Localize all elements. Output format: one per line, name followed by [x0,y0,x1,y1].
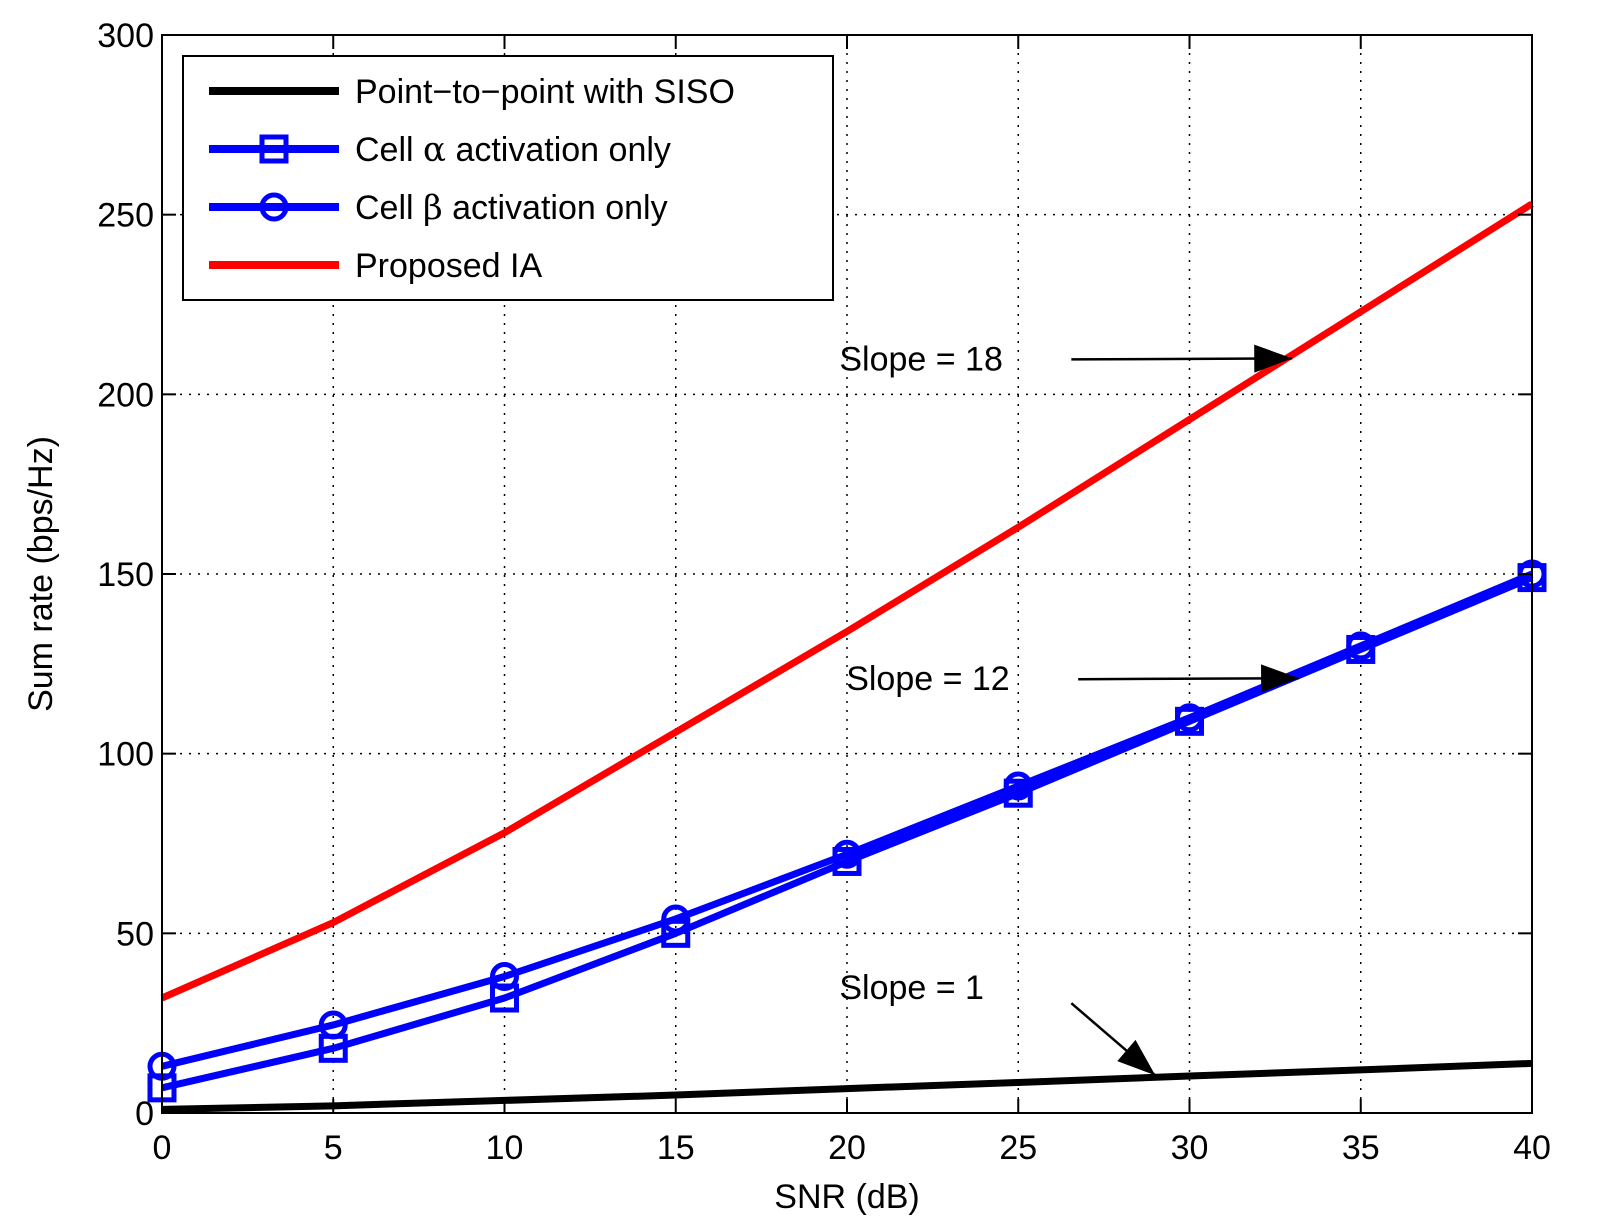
series-point-marker [1346,631,1376,661]
y-tick-label: 200 [97,376,154,414]
legend: Point−to−point with SISO Cell α activatio… [182,55,834,301]
series-0 [161,1059,1533,1113]
slope-annotation-label: Slope = 18 [839,340,1003,378]
legend-label-prefix: Cell [355,131,423,169]
x-tick-label: 35 [1342,1129,1380,1167]
legend-entry-2: Cell β activation only [209,188,668,228]
annotation-arrow-head [1117,1039,1156,1076]
y-tick-label: 0 [135,1095,154,1133]
series-point-marker [1003,771,1033,801]
axis-ticks: 0 5 10 15 20 25 30 35 40 0 50 100 150 200 250 300 [97,17,1551,1167]
y-tick-label: 250 [97,197,154,235]
legend-swatch-marker [259,192,289,222]
x-tick-label: 0 [153,1129,172,1167]
legend-box [182,55,834,301]
slope-annotation-label: Slope = 1 [839,969,984,1007]
y-tick-label: 300 [97,17,154,55]
legend-label-symbol: β [423,188,443,228]
x-tick-label: 25 [999,1129,1037,1167]
y-tick-label: 150 [97,556,154,594]
legend-label-symbol: α [423,130,446,170]
series-line [161,570,1534,1070]
series-point-marker [490,961,519,991]
series-point-marker [318,1010,348,1040]
y-tick-label: 50 [116,915,154,953]
y-tick-label: 100 [97,736,154,774]
series-lines [147,200,1547,1113]
annotation-arrow-head [1254,344,1293,373]
y-axis-label: Sum rate (bps/Hz) [22,436,60,712]
series-3 [160,200,1534,1002]
x-tick-label: 30 [1171,1129,1209,1167]
legend-entry-0: Point−to−point with SISO [209,73,735,111]
legend-label-prefix: Cell [355,189,423,227]
x-axis-label: SNR (dB) [774,1178,919,1216]
series-point-marker [832,839,862,869]
legend-label: Point−to−point with SISO [355,73,735,111]
series-point-marker [1175,703,1204,733]
legend-label: Cell β activation only [355,188,668,228]
series-line [161,574,1534,1092]
legend-entry-1: Cell α activation only [209,130,671,170]
x-tick-label: 10 [486,1129,524,1167]
series-point-marker [661,904,691,934]
x-tick-label: 5 [324,1129,343,1167]
legend-entry-3: Proposed IA [209,247,542,285]
series-line [160,200,1534,1002]
legend-label-suffix: activation only [446,131,671,169]
slope-annotations: Slope = 18 Slope = 12 Slope = 1 [839,340,1300,1077]
legend-swatch-marker [259,134,289,164]
legend-label: Cell α activation only [355,130,671,170]
slope-annotation-label: Slope = 12 [846,660,1010,698]
legend-label: Proposed IA [355,247,542,285]
grid-lines [162,35,1532,1113]
x-tick-label: 20 [828,1129,866,1167]
legend-label-suffix: activation only [443,189,668,227]
x-tick-label: 40 [1513,1129,1551,1167]
annotation-arrow-head [1261,664,1300,693]
series-line [161,1059,1533,1113]
x-tick-label: 15 [657,1129,695,1167]
